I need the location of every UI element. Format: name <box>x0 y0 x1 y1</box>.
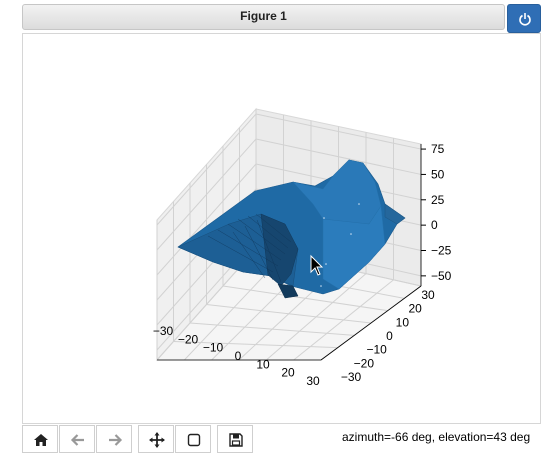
x-tick-label: −10 <box>203 341 224 355</box>
zoom-button[interactable] <box>175 425 211 453</box>
z-tick-label: 0 <box>431 218 438 232</box>
save-button[interactable] <box>217 425 253 453</box>
z-gridline-back <box>255 138 422 175</box>
mouse-cursor-icon <box>310 254 324 276</box>
home-button[interactable] <box>22 425 58 453</box>
z-gridline-back <box>255 113 422 150</box>
y-tick-label: −20 <box>354 356 375 370</box>
z-tick-label: −25 <box>431 244 452 258</box>
y-tick-label: 0 <box>386 329 393 343</box>
home-icon <box>34 434 48 446</box>
power-icon <box>519 13 531 26</box>
z-tick-label: 50 <box>431 167 445 181</box>
y-tick-label: 30 <box>421 288 435 302</box>
back-button[interactable] <box>59 425 95 453</box>
x-tick-label: 20 <box>281 366 295 380</box>
y-tick-label: −10 <box>366 343 387 357</box>
y-tick-label: −30 <box>341 370 362 384</box>
z-gridline-left <box>156 113 257 226</box>
zoom-rect-icon <box>187 433 201 447</box>
z-gridline-left <box>156 163 257 276</box>
figure-title: Figure 1 <box>240 9 287 23</box>
y-axis-line <box>320 285 422 361</box>
close-figure-button[interactable] <box>507 4 541 33</box>
surface-mesh <box>177 159 406 299</box>
arrow-right-icon <box>109 434 123 446</box>
x-tick-label: 30 <box>306 374 320 388</box>
z-tick-label: 75 <box>431 142 445 156</box>
save-icon <box>229 433 243 447</box>
forward-button[interactable] <box>96 425 132 453</box>
figure-canvas[interactable]: −30 −20 −10 0 10 20 30 −30 −20 −10 0 10 20 30 75 50 25… <box>22 33 541 424</box>
pan-button[interactable] <box>138 425 174 453</box>
z-gridline-left <box>156 138 257 251</box>
x-tick-label: −30 <box>153 324 174 338</box>
x-tick-label: −20 <box>178 332 199 346</box>
x-tick-label: 0 <box>235 349 242 363</box>
arrow-left-icon <box>70 434 84 446</box>
status-readout: azimuth=-66 deg, elevation=43 deg <box>342 430 531 444</box>
y-tick-label: 10 <box>396 315 410 329</box>
x-tick-label: 10 <box>256 357 270 371</box>
y-tick-label: 20 <box>408 302 422 316</box>
figure-title-bar: Figure 1 <box>22 4 505 30</box>
z-tick-label: −50 <box>431 269 452 283</box>
move-icon <box>149 432 165 448</box>
z-tick-label: 25 <box>431 193 445 207</box>
